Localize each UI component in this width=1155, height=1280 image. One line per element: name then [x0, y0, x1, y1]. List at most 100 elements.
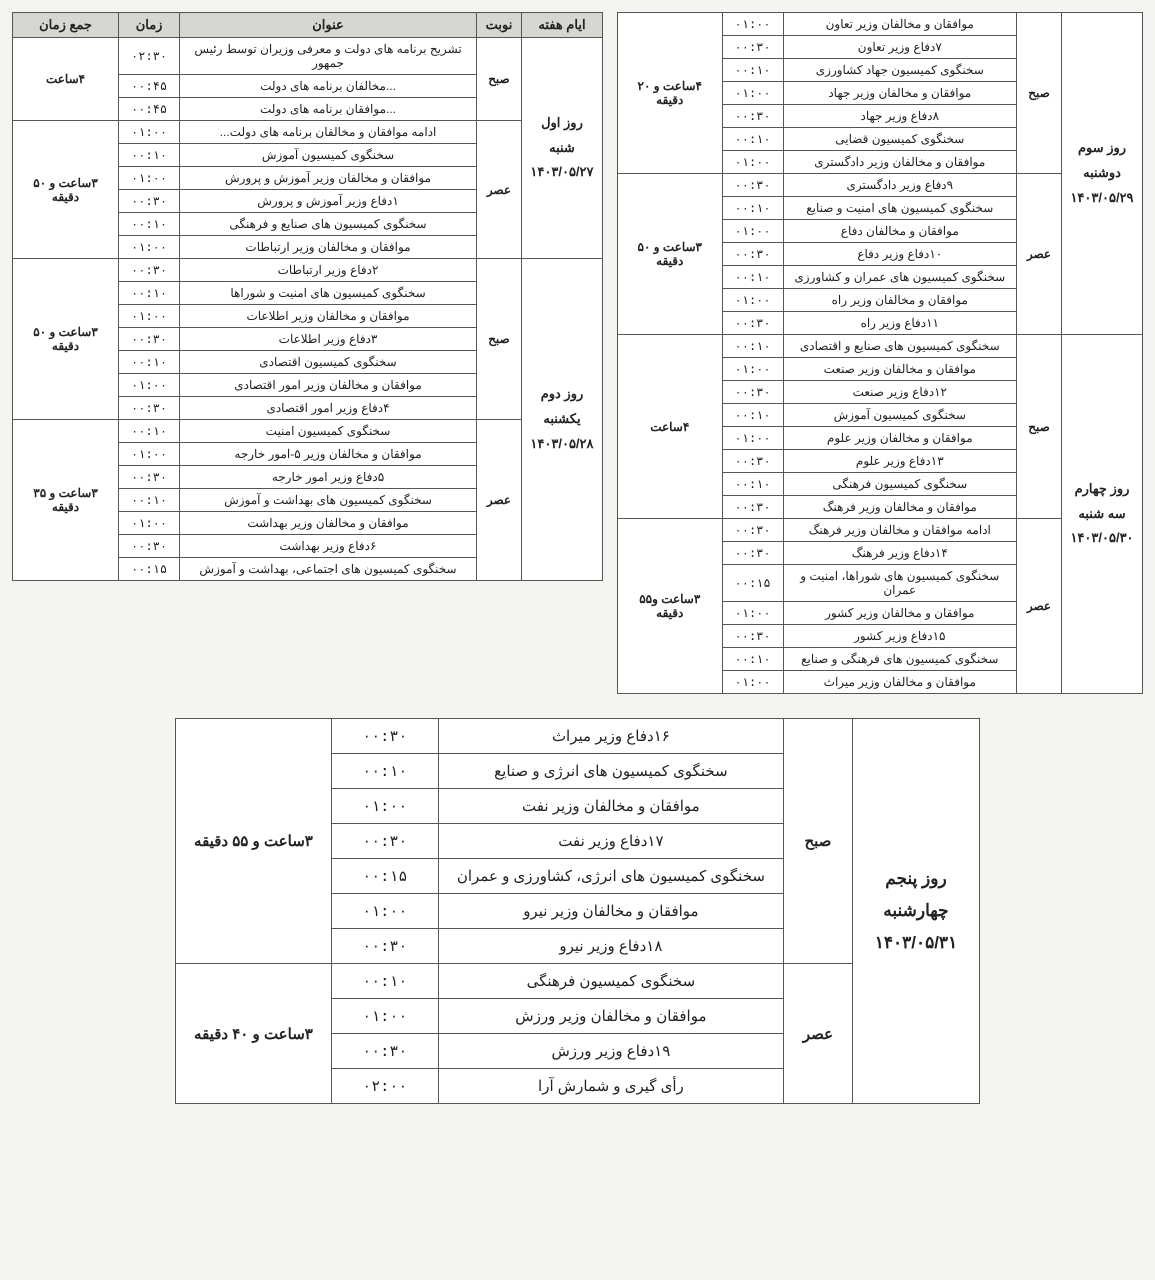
- time-cell: ۰۰:۳۰: [119, 328, 180, 351]
- title-cell: ۱۳دفاع وزیر علوم: [783, 450, 1016, 473]
- title-cell: سخنگوی کمیسیون های امنیت و شوراها: [180, 282, 477, 305]
- schedule-table-right: روز سومدوشنبه۱۴۰۳/۰۵/۲۹صبحموافقان و مخال…: [617, 12, 1143, 694]
- title-cell: ۹دفاع وزیر دادگستری: [783, 174, 1016, 197]
- title-cell: سخنگوی کمیسیون های عمران و کشاورزی: [783, 266, 1016, 289]
- table-header-row: ایام هفتهنوبتعنوانزمانجمع زمان: [13, 13, 603, 38]
- title-cell: سخنگوی کمیسیون های فرهنگی و صنایع: [783, 648, 1016, 671]
- title-cell: ۱۹دفاع وزیر ورزش: [438, 1034, 783, 1069]
- title-cell: موافقان و مخالفان وزیر امور اقتصادی: [180, 374, 477, 397]
- title-cell: سخنگوی کمیسیون فرهنگی: [783, 473, 1016, 496]
- col-title: عنوان: [180, 13, 477, 38]
- time-cell: ۰۱:۰۰: [331, 894, 438, 929]
- title-cell: ۱۰دفاع وزیر دفاع: [783, 243, 1016, 266]
- schedule-row: روز دومیکشنبه۱۴۰۳/۰۵/۲۸صبح۲دفاع وزیر ارت…: [13, 259, 603, 282]
- time-cell: ۰۰:۱۰: [722, 335, 783, 358]
- time-cell: ۰۰:۳۰: [331, 929, 438, 964]
- title-cell: ۲دفاع وزیر ارتباطات: [180, 259, 477, 282]
- period-cell: عصر: [783, 964, 852, 1104]
- time-cell: ۰۱:۰۰: [119, 512, 180, 535]
- title-cell: سخنگوی کمیسیون اقتصادی: [180, 351, 477, 374]
- time-cell: ۰۰:۱۵: [119, 558, 180, 581]
- time-cell: ۰۰:۱۰: [119, 144, 180, 167]
- title-cell: موافقان و مخالفان وزیر آموزش و پرورش: [180, 167, 477, 190]
- title-cell: ۱۷دفاع وزیر نفت: [438, 824, 783, 859]
- period-cell: عصر: [476, 420, 521, 581]
- title-cell: موافقان و مخالفان وزیر میراث: [783, 671, 1016, 694]
- total-cell: ۴ساعت و ۲۰ دقیقه: [617, 13, 722, 174]
- title-cell: موافقان و مخالفان وزیر نیرو: [438, 894, 783, 929]
- title-cell: ۱۱دفاع وزیر راه: [783, 312, 1016, 335]
- title-cell: ۵دفاع وزیر امور خارجه: [180, 466, 477, 489]
- time-cell: ۰۰:۱۰: [119, 213, 180, 236]
- title-cell: سخنگوی کمیسیون قضایی: [783, 128, 1016, 151]
- time-cell: ۰۰:۴۵: [119, 98, 180, 121]
- time-cell: ۰۰:۳۰: [119, 397, 180, 420]
- title-cell: ۱۲دفاع وزیر صنعت: [783, 381, 1016, 404]
- time-cell: ۰۰:۳۰: [722, 243, 783, 266]
- time-cell: ۰۱:۰۰: [119, 236, 180, 259]
- schedule-row: روز پنجمچهارشنبه۱۴۰۳/۰۵/۳۱صبح۱۶دفاع وزیر…: [176, 719, 980, 754]
- col-turn: نوبت: [476, 13, 521, 38]
- time-cell: ۰۰:۳۰: [722, 496, 783, 519]
- title-cell: ۱۶دفاع وزیر میراث: [438, 719, 783, 754]
- time-cell: ۰۰:۱۰: [722, 266, 783, 289]
- time-cell: ۰۱:۰۰: [722, 671, 783, 694]
- title-cell: موافقان و مخالفان وزیر نفت: [438, 789, 783, 824]
- schedule-row: روز چهارمسه شنبه۱۴۰۳/۰۵/۳۰صبحسخنگوی کمیس…: [617, 335, 1142, 358]
- title-cell: موافقان و مخالفان وزیر ۵-امور خارجه: [180, 443, 477, 466]
- time-cell: ۰۲:۰۰: [331, 1069, 438, 1104]
- time-cell: ۰۱:۰۰: [722, 151, 783, 174]
- title-cell: رأی گیری و شمارش آرا: [438, 1069, 783, 1104]
- period-cell: صبح: [1017, 335, 1062, 519]
- time-cell: ۰۰:۳۰: [722, 542, 783, 565]
- total-cell: ۴ساعت: [617, 335, 722, 519]
- title-cell: موافقان و مخالفان وزیر علوم: [783, 427, 1016, 450]
- title-cell: ۶دفاع وزیر بهداشت: [180, 535, 477, 558]
- title-cell: ۱۵دفاع وزیر کشور: [783, 625, 1016, 648]
- title-cell: سخنگوی کمیسیون های شوراها، امنیت و عمران: [783, 565, 1016, 602]
- time-cell: ۰۱:۰۰: [331, 999, 438, 1034]
- time-cell: ۰۱:۰۰: [119, 167, 180, 190]
- time-cell: ۰۰:۳۰: [331, 719, 438, 754]
- title-cell: سخنگوی کمیسیون های انرژی و صنایع: [438, 754, 783, 789]
- title-cell: موافقان و مخالفان وزیر کشور: [783, 602, 1016, 625]
- period-cell: صبح: [476, 38, 521, 121]
- schedule-row: عصرادامه موافقان و مخالفان برنامه های دو…: [13, 121, 603, 144]
- schedule-row: روز اولشنبه۱۴۰۳/۰۵/۲۷صبحتشریح برنامه های…: [13, 38, 603, 75]
- col-time: زمان: [119, 13, 180, 38]
- time-cell: ۰۰:۳۰: [722, 519, 783, 542]
- total-cell: ۳ساعت و ۵۰ دقیقه: [13, 121, 119, 259]
- title-cell: سخنگوی کمیسیون های صنایع و اقتصادی: [783, 335, 1016, 358]
- title-cell: موافقان و مخالفان وزیر اطلاعات: [180, 305, 477, 328]
- time-cell: ۰۰:۳۰: [119, 190, 180, 213]
- time-cell: ۰۱:۰۰: [722, 220, 783, 243]
- time-cell: ۰۰:۳۰: [331, 1034, 438, 1069]
- time-cell: ۰۱:۰۰: [119, 374, 180, 397]
- period-cell: عصر: [1017, 174, 1062, 335]
- title-cell: سخنگوی کمیسیون آموزش: [180, 144, 477, 167]
- time-cell: ۰۱:۰۰: [722, 427, 783, 450]
- time-cell: ۰۱:۰۰: [722, 13, 783, 36]
- time-cell: ۰۰:۱۰: [119, 351, 180, 374]
- title-cell: ۴دفاع وزیر امور اقتصادی: [180, 397, 477, 420]
- title-cell: موافقان و مخالفان وزیر تعاون: [783, 13, 1016, 36]
- time-cell: ۰۱:۰۰: [331, 789, 438, 824]
- title-cell: ۷دفاع وزیر تعاون: [783, 36, 1016, 59]
- period-cell: صبح: [476, 259, 521, 420]
- total-cell: ۳ساعت و۵۵ دقیقه: [617, 519, 722, 694]
- title-cell: سخنگوی کمیسیون های صنایع و فرهنگی: [180, 213, 477, 236]
- title-cell: موافقان و مخالفان وزیر فرهنگ: [783, 496, 1016, 519]
- title-cell: موافقان و مخالفان دفاع: [783, 220, 1016, 243]
- time-cell: ۰۰:۱۰: [722, 473, 783, 496]
- time-cell: ۰۰:۱۰: [331, 964, 438, 999]
- total-cell: ۳ساعت و ۵۰ دقیقه: [617, 174, 722, 335]
- title-cell: موافقان و مخالفان وزیر راه: [783, 289, 1016, 312]
- schedule-table-left: ایام هفتهنوبتعنوانزمانجمع زمانروز اولشنب…: [12, 12, 603, 581]
- time-cell: ۰۰:۱۰: [119, 420, 180, 443]
- title-cell: ۱۴دفاع وزیر فرهنگ: [783, 542, 1016, 565]
- title-cell: سخنگوی کمیسیون امنیت: [180, 420, 477, 443]
- time-cell: ۰۰:۳۰: [331, 824, 438, 859]
- period-cell: عصر: [1017, 519, 1062, 694]
- total-cell: ۳ساعت و ۴۰ دقیقه: [176, 964, 332, 1104]
- total-cell: ۳ساعت و ۳۵ دقیقه: [13, 420, 119, 581]
